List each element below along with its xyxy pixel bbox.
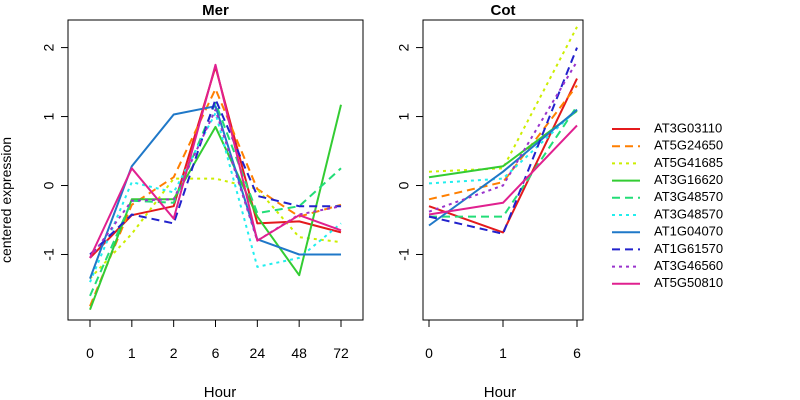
x-axis-label-cot: Hour bbox=[484, 384, 517, 400]
series-line-cot-at1g04070 bbox=[428, 108, 578, 227]
legend-label: AT1G61570 bbox=[654, 241, 723, 256]
series-line-mer-at1g04070 bbox=[89, 105, 341, 279]
legend-label: AT5G41685 bbox=[654, 155, 723, 170]
series-line-mer-at5g24650 bbox=[89, 88, 342, 307]
legend-label: AT5G50810 bbox=[654, 275, 723, 290]
legend-label: AT3G46560 bbox=[654, 258, 723, 273]
series-lines-mer bbox=[89, 63, 342, 311]
series-line-mer-at3g48570 bbox=[89, 112, 342, 283]
panel-title-mer: Mer bbox=[202, 2, 229, 19]
series-line-cot-at3g46560 bbox=[428, 60, 578, 213]
x-axis-ticks-cot: 0 1 6 bbox=[425, 320, 581, 361]
x-tick-label: 72 bbox=[333, 345, 349, 361]
y-tick-label: 2 bbox=[41, 43, 57, 51]
y-tick-label: 0 bbox=[41, 181, 57, 189]
y-tick-label: -1 bbox=[396, 248, 412, 261]
x-tick-label: 1 bbox=[128, 345, 136, 361]
y-tick-label: 0 bbox=[396, 181, 412, 189]
y-tick-label: 2 bbox=[396, 43, 412, 51]
y-tick-label: -1 bbox=[41, 248, 57, 261]
legend-label: AT3G48570 bbox=[654, 189, 723, 204]
series-line-mer-at1g61570 bbox=[89, 98, 341, 256]
x-tick-label: 6 bbox=[212, 345, 220, 361]
plot-frame-cot bbox=[422, 19, 584, 321]
legend-label: AT5G24650 bbox=[654, 138, 723, 153]
chart-panel-mer: Mer -1 0 1 2 0 1 2 6 24 48 72 Hour bbox=[41, 2, 364, 400]
y-axis-label: centered expression bbox=[0, 137, 14, 263]
x-axis-ticks-mer: 0 1 2 6 24 48 72 bbox=[86, 320, 349, 361]
y-axis-ticks-cot: -1 0 1 2 bbox=[396, 43, 423, 261]
x-tick-label: 0 bbox=[86, 345, 94, 361]
x-axis-label-mer: Hour bbox=[204, 384, 237, 400]
series-line-cot-at5g50810 bbox=[428, 124, 578, 216]
legend-label: AT3G16620 bbox=[654, 172, 723, 187]
y-axis-ticks-mer: -1 0 1 2 bbox=[41, 43, 68, 261]
series-line-mer-at3g03110 bbox=[89, 65, 342, 259]
series-line-cot-at3g48570 bbox=[429, 105, 578, 218]
chart-panel-cot: Cot -1 0 1 2 0 1 6 Hour bbox=[396, 2, 584, 400]
series-line-cot-at5g24650 bbox=[428, 84, 578, 201]
y-tick-label: 1 bbox=[41, 112, 57, 120]
legend-label: AT3G03110 bbox=[654, 120, 722, 135]
x-tick-label: 48 bbox=[291, 345, 307, 361]
panel-title-cot: Cot bbox=[491, 2, 516, 19]
legend-label: AT1G04070 bbox=[654, 224, 723, 239]
series-line-cot-at3g16620 bbox=[428, 110, 578, 179]
series-line-mer-at3g46560 bbox=[89, 108, 342, 259]
x-tick-label: 2 bbox=[170, 345, 178, 361]
x-tick-label: 24 bbox=[250, 345, 266, 361]
legend: AT3G03110 AT5G24650 AT5G41685 AT3G16620 AT3G… bbox=[612, 120, 723, 290]
series-line-cot-at1g61570 bbox=[428, 47, 578, 235]
series-line-mer-at5g50810 bbox=[89, 63, 342, 259]
x-tick-label: 0 bbox=[425, 345, 433, 361]
series-line-cot-at3g48570 bbox=[428, 108, 578, 185]
x-tick-label: 6 bbox=[573, 345, 581, 361]
series-lines-cot bbox=[428, 26, 578, 235]
legend-label: AT3G48570 bbox=[654, 206, 723, 221]
series-line-mer-at5g41685 bbox=[89, 177, 342, 280]
series-line-mer-at3g16620 bbox=[89, 104, 342, 311]
y-tick-label: 1 bbox=[396, 112, 412, 120]
x-tick-label: 1 bbox=[499, 345, 507, 361]
series-line-mer-at3g48570 bbox=[89, 101, 342, 297]
